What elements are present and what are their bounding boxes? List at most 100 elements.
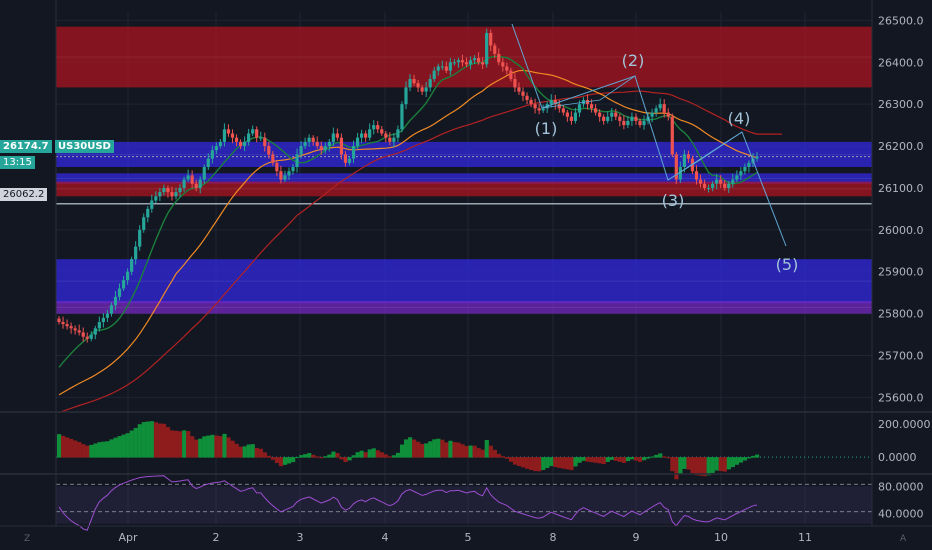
hist-bar (416, 441, 421, 458)
candle-body (493, 45, 497, 54)
candle-body (170, 192, 174, 197)
hist-bar (488, 445, 493, 458)
candle-body (606, 116, 610, 121)
hist-bar (101, 441, 106, 458)
hist-bar (605, 457, 610, 462)
hist-bar (153, 422, 159, 458)
hist-bar (589, 457, 594, 463)
hist-bar (262, 452, 267, 458)
candle-body (109, 305, 114, 314)
hist-bar (258, 448, 263, 458)
candle-body (521, 91, 525, 96)
hist-bar (674, 457, 679, 480)
hist-bar (307, 453, 312, 458)
hist-bar (403, 439, 409, 458)
candle-body (646, 116, 650, 121)
hist-bar (73, 440, 78, 458)
candle-body (283, 175, 287, 180)
hist-bar (444, 442, 449, 458)
candle-body (311, 137, 315, 142)
hist-bar (278, 457, 284, 467)
candle-body (711, 183, 715, 188)
hist-bar (311, 454, 316, 458)
hist-bar (165, 427, 171, 458)
hist-bar (246, 444, 251, 458)
candle-body (481, 62, 485, 65)
candle-body (113, 296, 118, 306)
candle-body (174, 192, 178, 197)
candle-body (142, 217, 146, 230)
candle-body (327, 141, 331, 147)
candle-body (331, 133, 335, 142)
candle-body (130, 259, 134, 272)
candle-body (61, 322, 65, 325)
hist-bar (561, 457, 566, 469)
hist-bar (206, 435, 211, 458)
hist-bar (161, 423, 167, 458)
candle-body (533, 104, 537, 109)
hist-bar (335, 453, 340, 458)
candle-body (158, 192, 162, 197)
hist-bar (609, 457, 614, 460)
hist-bar (424, 443, 429, 458)
hist-bar (742, 457, 748, 461)
hist-bar (686, 457, 691, 470)
candle-body (214, 146, 218, 151)
hist-bar (549, 457, 554, 467)
zone-band-blue (56, 173, 872, 184)
wave-label: (3) (662, 191, 685, 210)
candle-body (347, 158, 352, 163)
candle-body (723, 183, 727, 188)
corner-right-label[interactable]: A (900, 534, 907, 544)
hist-bar (65, 437, 70, 458)
candle-body (368, 129, 372, 138)
hist-bar (238, 446, 243, 458)
candle-body (589, 104, 594, 109)
candle-body (658, 104, 662, 109)
candle-body (638, 120, 642, 126)
hist-bar (408, 437, 413, 458)
candle-body (485, 32, 489, 65)
hist-bar (351, 455, 356, 458)
hist-bar (492, 449, 497, 458)
candle-body (577, 104, 582, 113)
corner-left-label[interactable]: Z (24, 534, 31, 544)
hist-bar (637, 457, 643, 462)
hist-bar (121, 434, 126, 458)
x-tick-label: 2 (213, 531, 220, 544)
x-tick-label: 5 (465, 531, 472, 544)
hist-bar (113, 437, 118, 458)
x-tick-label: 10 (714, 531, 728, 544)
hist-bar (299, 455, 304, 458)
hist-bar (432, 439, 437, 458)
hist-bar (581, 457, 586, 461)
elliott-wave-path (511, 23, 787, 247)
hist-bar (174, 430, 179, 458)
candle-body (89, 334, 93, 339)
candle-body (424, 87, 428, 92)
hist-bar (291, 457, 296, 463)
hist-bar (355, 452, 360, 458)
candle-body (247, 133, 251, 142)
y-tick-label: 26400.0 (878, 56, 924, 69)
hist-bar (190, 436, 195, 458)
ma-mid-line (58, 69, 758, 396)
hist-bar (420, 444, 425, 458)
candle-body (529, 99, 533, 105)
candle-body (614, 112, 618, 117)
hist-bar (399, 444, 405, 458)
hist-bar (569, 457, 574, 471)
candle-body (194, 183, 198, 188)
candle-body (452, 62, 456, 64)
hist-bar (565, 457, 570, 470)
hist-bar (670, 457, 675, 472)
zone-band-blue (56, 141, 872, 168)
candle-body (162, 187, 166, 193)
rsi-y-tick-label: 80.0000 (878, 480, 924, 493)
candle-body (715, 179, 719, 184)
hist-bar (242, 446, 247, 458)
hist-bar (222, 433, 227, 458)
hist-bar (61, 435, 66, 458)
